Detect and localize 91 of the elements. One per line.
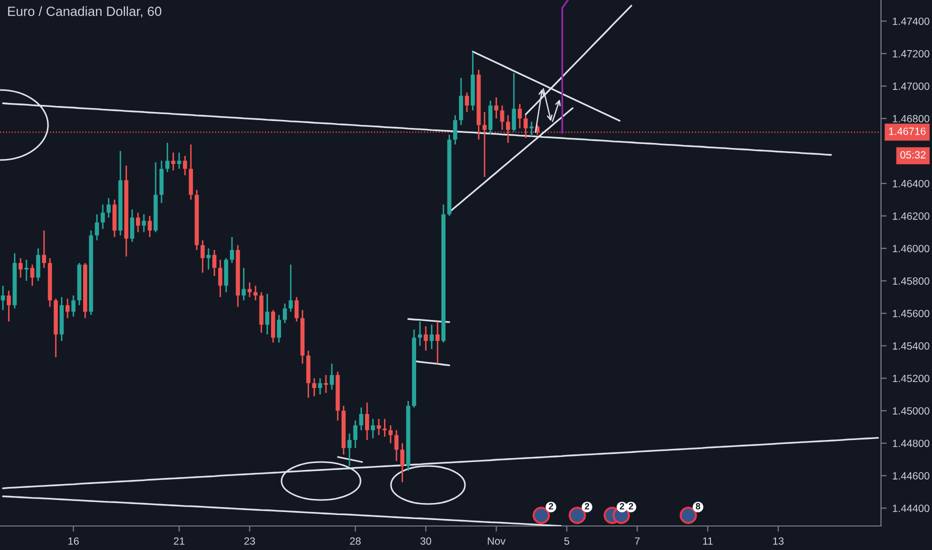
candlestick xyxy=(0,285,5,311)
x-tick-label: 7 xyxy=(634,537,640,545)
candlestick xyxy=(418,320,422,346)
candlestick xyxy=(106,197,111,218)
x-tick-label: 21 xyxy=(174,537,184,545)
candlestick xyxy=(6,290,11,322)
y-tick-label: 1.46800 xyxy=(892,115,930,122)
candlestick xyxy=(394,430,399,462)
candlestick xyxy=(253,285,258,302)
y-tick-label: 1.45000 xyxy=(892,407,930,415)
candlestick xyxy=(424,326,428,352)
line-series xyxy=(2,495,562,526)
candlestick xyxy=(248,282,252,298)
annotation: 2 xyxy=(620,503,624,510)
y-tick-label: 1.44600 xyxy=(892,472,930,480)
candlestick xyxy=(324,374,328,394)
annotation: 2 xyxy=(584,503,590,510)
candlestick xyxy=(494,96,498,120)
x-tick-label: 16 xyxy=(68,537,79,545)
candlestick xyxy=(347,432,352,467)
annotation: 2 xyxy=(628,503,634,510)
candlestick xyxy=(200,240,205,274)
x-tick-label: 28 xyxy=(350,537,361,545)
candlestick xyxy=(242,267,246,302)
candlestick xyxy=(312,378,316,397)
candlestick xyxy=(430,324,434,350)
candlestick xyxy=(142,214,146,233)
candlestick xyxy=(370,418,376,440)
candlestick xyxy=(282,302,287,324)
candlestick xyxy=(171,152,176,172)
y-tick-label: 1.46000 xyxy=(892,244,930,252)
candlestick xyxy=(42,230,46,269)
candlestick xyxy=(353,420,358,449)
candlestick xyxy=(71,294,76,318)
y-tick-label: 1.44400 xyxy=(892,504,930,512)
candlestick xyxy=(288,264,293,312)
y-tick-label: 1.46200 xyxy=(892,212,930,220)
candlestick xyxy=(65,298,70,319)
candlestick xyxy=(212,249,216,277)
y-tick-label: 1.47200 xyxy=(892,50,930,58)
chart-title: Euro / Canadian Dollar, 60 xyxy=(8,6,162,18)
x-tick-label: 11 xyxy=(703,537,713,545)
x-tick-label: 13 xyxy=(773,537,784,545)
candlestick xyxy=(30,264,34,286)
y-tick-label: 1.45600 xyxy=(892,310,930,318)
candlestick xyxy=(265,293,270,336)
y-tick-label: 1.47400 xyxy=(892,18,930,25)
ref-line-label: 1.46716 xyxy=(889,128,926,135)
candlestick xyxy=(464,92,469,113)
candlestick xyxy=(330,362,334,390)
candlestick xyxy=(529,121,534,138)
candlestick xyxy=(148,215,152,238)
candlestick xyxy=(130,208,134,243)
candlestick xyxy=(318,378,322,396)
candlestick xyxy=(136,212,140,233)
candlestick xyxy=(518,103,522,129)
annotation: 2 xyxy=(548,503,554,510)
candlestick xyxy=(36,248,40,282)
annotation: 8 xyxy=(696,503,700,510)
candlestick xyxy=(218,259,222,298)
candlestick xyxy=(382,418,387,438)
y-tick-label: 1.45200 xyxy=(892,374,930,382)
candlestick xyxy=(400,442,404,483)
candlestick xyxy=(18,257,23,278)
y-tick-label: 1.45800 xyxy=(892,277,930,285)
candlestick xyxy=(177,152,182,170)
candlestick xyxy=(453,114,458,146)
candlestick xyxy=(94,214,99,241)
candlestick xyxy=(500,104,504,131)
x-tick-label: Nov xyxy=(488,537,506,545)
candlestick xyxy=(376,418,381,436)
candlestick xyxy=(359,406,364,431)
text: 05:32 xyxy=(900,151,926,159)
candlestick xyxy=(436,320,440,364)
x-tick-label: 30 xyxy=(420,537,432,545)
candlestick xyxy=(294,296,299,322)
candlestick xyxy=(165,142,170,173)
candlestick xyxy=(365,402,370,441)
y-tick-label: 1.47000 xyxy=(892,82,930,90)
candlestick xyxy=(100,204,105,230)
candlestick xyxy=(388,424,393,444)
candlestick xyxy=(206,248,211,270)
y-tick-label: 1.46400 xyxy=(892,180,930,188)
candlestick xyxy=(512,72,516,132)
x-tick-label: 23 xyxy=(244,537,255,545)
candlestick xyxy=(230,236,234,264)
y-tick-label: 1.45400 xyxy=(892,342,930,350)
candlestick xyxy=(276,314,282,344)
x-tick-label: 5 xyxy=(564,537,570,545)
y-tick-label: 1.44800 xyxy=(892,440,930,448)
candlestick xyxy=(182,155,188,176)
